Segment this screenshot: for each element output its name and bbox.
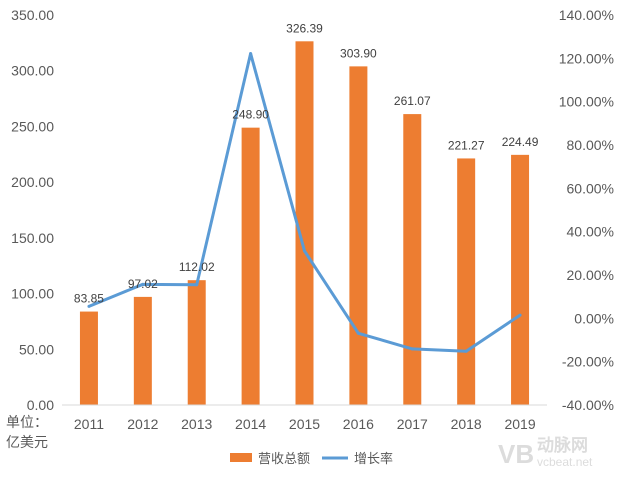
y-left-tick: 350.00: [11, 7, 54, 23]
watermark-cn: 动脉网: [537, 435, 588, 455]
y-left-tick: 0.00: [27, 397, 54, 413]
bar: [349, 66, 368, 406]
x-tick: 2015: [289, 416, 320, 432]
data-labels: 83.85 97.02 112.02 248.90 326.39 303.90 261.07…: [74, 21, 539, 305]
y-right-tick: 0.00%: [574, 310, 614, 326]
y-right-tick: 60.00%: [567, 180, 614, 196]
y-right-tick: -40.00%: [562, 397, 614, 413]
x-tick: 2018: [451, 416, 482, 432]
x-axis-ticks: 2011 2012 2013 2014 2015 2016 2017 2018 2019: [74, 416, 536, 432]
y-right-tick: -20.00%: [562, 354, 614, 370]
left-axis-ticks: 0.00 50.00 100.00 150.00 200.00 250.00 300.00 3…: [11, 7, 54, 413]
line-point: [195, 283, 199, 287]
line-point: [410, 347, 414, 351]
legend-label-bar: 营收总额: [258, 451, 310, 466]
x-tick: 2011: [74, 416, 104, 432]
legend: 营收总额 增长率: [230, 451, 393, 466]
y-right-tick: 120.00%: [559, 50, 614, 66]
bar: [457, 158, 476, 405]
right-axis-ticks: -40.00% -20.00% 0.00% 20.00% 40.00% 60.00% 80.…: [559, 7, 614, 413]
y-left-tick: 50.00: [19, 341, 54, 357]
bar-series: [79, 41, 530, 406]
data-label: 221.27: [448, 138, 485, 152]
line-point: [249, 52, 253, 56]
legend-swatch-bar: [230, 453, 252, 462]
data-label: 97.02: [128, 277, 158, 291]
y-right-tick: 140.00%: [559, 7, 614, 23]
x-tick: 2016: [343, 416, 374, 432]
y-left-tick: 250.00: [11, 118, 54, 134]
unit-label-2: 亿美元: [6, 434, 48, 450]
x-tick: 2017: [397, 416, 428, 432]
y-left-tick: 150.00: [11, 230, 54, 246]
line-point: [518, 313, 522, 317]
y-right-tick: 20.00%: [567, 267, 614, 283]
data-label: 83.85: [74, 292, 104, 306]
unit-label-1: 单位：: [6, 414, 48, 430]
y-left-tick: 300.00: [11, 63, 54, 79]
data-label: 326.39: [286, 21, 323, 35]
watermark-logo: VB: [498, 439, 534, 469]
line-point: [303, 249, 306, 253]
line-point: [141, 282, 145, 286]
line-series: [87, 52, 522, 353]
data-label: 112.02: [179, 260, 215, 274]
watermark: VB 动脉网 vcbeat.net: [498, 435, 593, 469]
x-tick: 2014: [235, 416, 266, 432]
y-right-tick: 40.00%: [567, 224, 614, 240]
bar: [511, 154, 530, 405]
line-point: [464, 349, 468, 353]
x-tick: 2019: [504, 416, 535, 432]
x-tick: 2013: [181, 416, 212, 432]
data-label: 303.90: [340, 46, 377, 60]
watermark-en: vcbeat.net: [537, 455, 593, 469]
bar: [187, 280, 206, 405]
y-left-tick: 200.00: [11, 174, 54, 190]
line-point: [356, 331, 360, 335]
data-label: 261.07: [394, 94, 431, 108]
legend-label-line: 增长率: [354, 451, 393, 466]
y-right-tick: 100.00%: [559, 94, 614, 110]
bar: [403, 114, 422, 405]
x-tick: 2012: [127, 416, 158, 432]
bar: [241, 127, 260, 405]
bar: [79, 311, 98, 405]
data-label: 224.49: [502, 135, 539, 149]
bar: [295, 41, 314, 405]
bar: [133, 296, 152, 405]
line-point: [87, 304, 91, 308]
data-label: 248.90: [232, 108, 269, 122]
y-right-tick: 80.00%: [567, 137, 614, 153]
y-left-tick: 100.00: [11, 286, 54, 302]
